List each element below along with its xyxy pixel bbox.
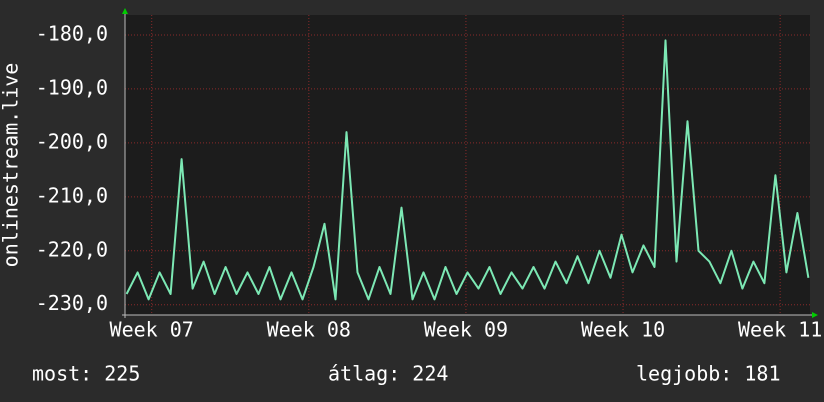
x-tick-label: Week 10 — [581, 318, 665, 342]
y-tick-label: -210,0 — [36, 183, 108, 207]
data-line — [125, 39, 810, 301]
y-tick-label: -230,0 — [36, 291, 108, 315]
footer-current: most: 225 — [32, 362, 140, 386]
footer-average: átlag: 224 — [328, 362, 448, 386]
y-arrow — [122, 8, 128, 14]
y-tick-label: -220,0 — [36, 237, 108, 261]
y-axis-label: onlinestream.live — [0, 63, 23, 268]
x-tick-label: Week 07 — [110, 318, 194, 342]
x-tick-label: Week 11 — [738, 318, 822, 342]
x-arrow — [812, 312, 818, 318]
y-tick-label: -200,0 — [36, 129, 108, 153]
x-tick-label: Week 09 — [424, 318, 508, 342]
plot-area — [125, 15, 810, 315]
grid — [125, 15, 810, 315]
plot — [125, 39, 810, 301]
y-tick-label: -180,0 — [36, 21, 108, 45]
footer-best: legjobb: 181 — [636, 362, 781, 386]
y-tick-label: -190,0 — [36, 75, 108, 99]
x-tick-label: Week 08 — [267, 318, 351, 342]
